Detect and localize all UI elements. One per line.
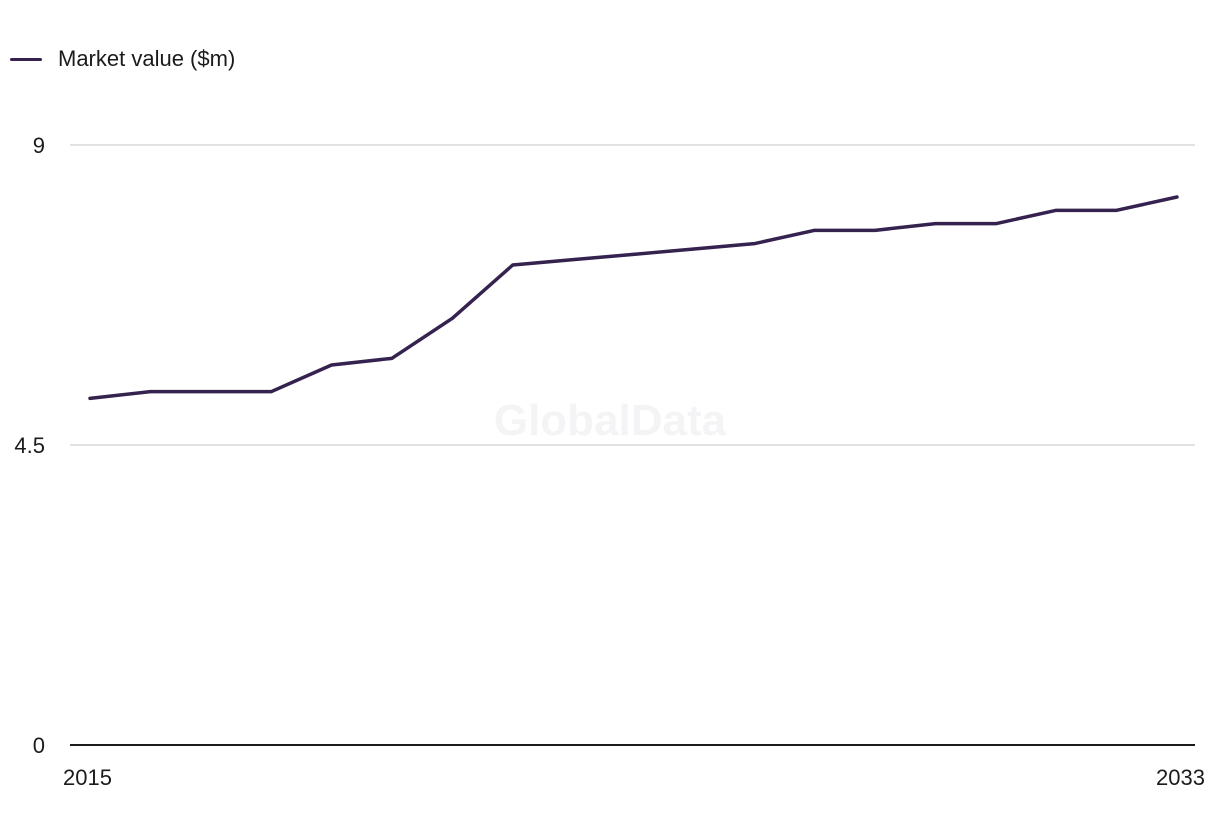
data-point	[269, 390, 273, 394]
y-axis-ticks: 04.59	[14, 133, 45, 758]
data-point	[752, 242, 756, 246]
gridlines	[70, 144, 1195, 746]
y-tick-label: 9	[33, 133, 45, 158]
x-tick-label: 2033	[1156, 765, 1205, 790]
data-point	[390, 356, 394, 360]
legend: Market value ($m)	[10, 46, 235, 72]
data-point	[330, 363, 334, 367]
data-point	[813, 228, 817, 232]
data-point	[148, 390, 152, 394]
series-line	[88, 195, 1179, 401]
data-point	[1175, 195, 1179, 199]
x-tick-label: 2015	[63, 765, 112, 790]
data-point	[511, 263, 515, 267]
data-point	[1054, 208, 1058, 212]
data-point	[933, 222, 937, 226]
x-axis-ticks: 2015 2033	[63, 765, 1205, 790]
y-tick-label: 0	[33, 733, 45, 758]
legend-swatch	[10, 57, 42, 61]
data-point	[632, 252, 635, 256]
legend-label: Market value ($m)	[58, 46, 236, 71]
series-layer	[88, 195, 1179, 401]
data-point	[88, 396, 92, 400]
data-point	[571, 258, 575, 262]
data-point	[692, 247, 696, 251]
data-point	[209, 390, 213, 394]
data-point	[450, 316, 454, 320]
y-tick-label: 4.5	[14, 433, 45, 458]
watermark: GlobalData	[494, 396, 727, 445]
data-point	[994, 222, 998, 226]
data-point	[873, 228, 877, 232]
data-point	[1115, 208, 1119, 212]
